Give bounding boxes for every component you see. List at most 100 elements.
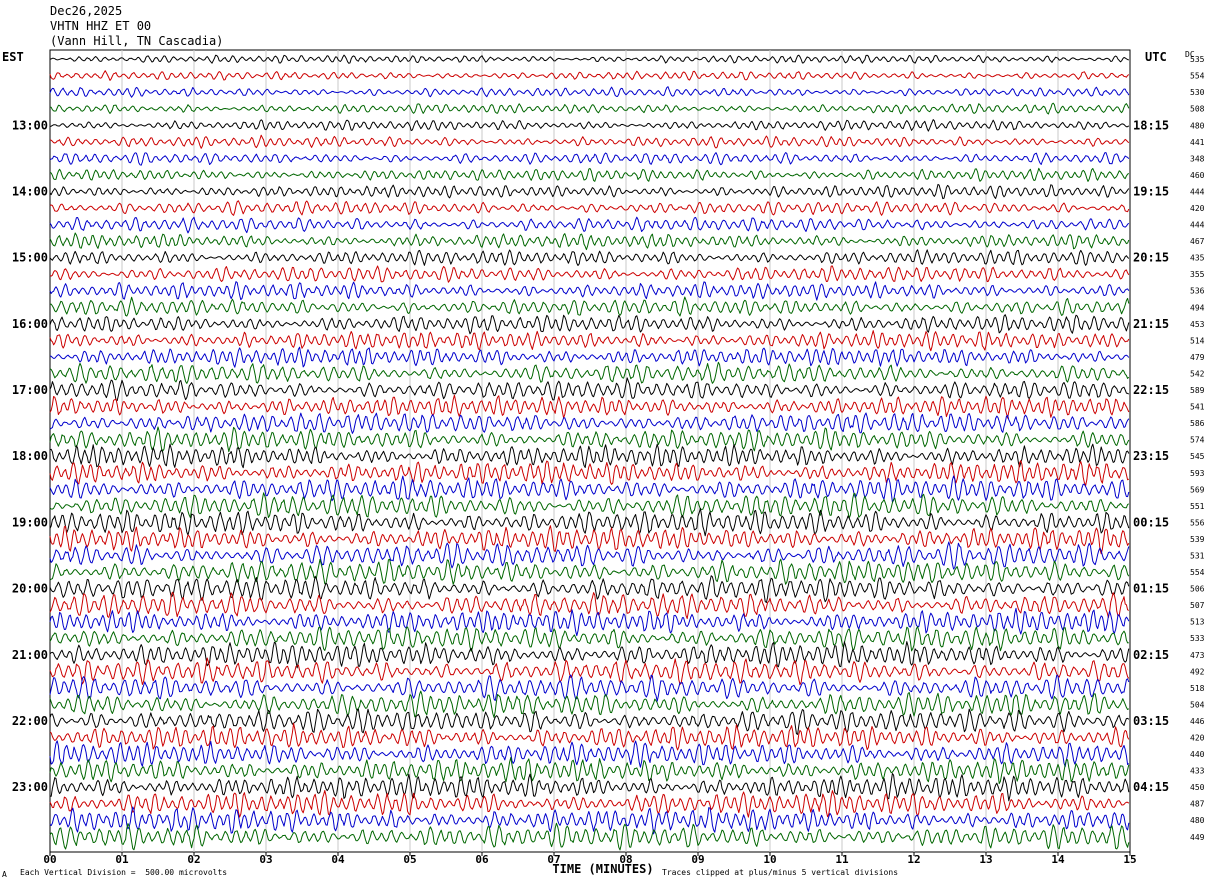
- dc-offset-label: 541: [1190, 403, 1205, 412]
- dc-offset-label: 435: [1190, 254, 1205, 263]
- trace-line: [49, 525, 1130, 555]
- dc-offset-label: 542: [1190, 369, 1205, 378]
- trace-line: [49, 216, 1130, 234]
- trace-line: [49, 806, 1130, 835]
- trace-line: [49, 281, 1130, 301]
- x-tick-label: 02: [187, 853, 200, 866]
- right-hour-label: 03:15: [1133, 714, 1169, 728]
- trace-line: [49, 426, 1130, 453]
- dc-offset-label: 348: [1190, 154, 1205, 163]
- left-hour-label: 16:00: [12, 317, 48, 331]
- dc-offset-label: 518: [1190, 684, 1205, 693]
- trace-line: [49, 346, 1130, 368]
- trace-line: [49, 249, 1130, 266]
- x-tick-label: 09: [691, 853, 704, 866]
- dc-offset-label: 593: [1190, 469, 1205, 478]
- right-hour-label: 22:15: [1133, 383, 1169, 397]
- dc-offset-label: 444: [1190, 221, 1205, 230]
- corner-mark: A: [2, 870, 7, 879]
- x-tick-label: 10: [763, 853, 776, 866]
- dc-offset-label: 513: [1190, 618, 1205, 627]
- trace-line: [49, 232, 1130, 251]
- dc-offset-label: 574: [1190, 436, 1205, 445]
- trace-line: [49, 102, 1130, 115]
- trace-line: [49, 722, 1130, 751]
- dc-offset-label: 545: [1190, 452, 1205, 461]
- trace-line: [49, 708, 1130, 735]
- dc-offset-label: 554: [1190, 568, 1205, 577]
- right-hour-label: 00:15: [1133, 515, 1169, 529]
- trace-line: [49, 412, 1130, 434]
- trace-line: [49, 674, 1130, 702]
- dc-offset-label: 589: [1190, 386, 1205, 395]
- dc-offset-label: 420: [1190, 204, 1205, 213]
- header-location: (Vann Hill, TN Cascadia): [50, 34, 224, 48]
- left-hour-label: 20:00: [12, 582, 48, 596]
- dc-offset-label: 440: [1190, 750, 1205, 759]
- trace-line: [49, 296, 1130, 317]
- x-tick-label: 01: [115, 853, 129, 866]
- dc-offset-label: 420: [1190, 733, 1205, 742]
- trace-line: [49, 626, 1129, 652]
- trace-line: [49, 591, 1130, 620]
- left-hour-label: 15:00: [12, 251, 48, 265]
- x-tick-label: 12: [907, 853, 920, 866]
- x-tick-label: 03: [259, 853, 272, 866]
- trace-line: [49, 119, 1130, 132]
- left-hour-label: 21:00: [12, 648, 48, 662]
- trace-line: [49, 70, 1130, 81]
- dc-offset-label: 433: [1190, 767, 1205, 776]
- dc-offset-label: 551: [1190, 502, 1205, 511]
- dc-offset-label: 586: [1190, 419, 1205, 428]
- dc-offset-label: 507: [1190, 601, 1205, 610]
- right-timezone: UTC: [1145, 50, 1167, 64]
- left-hour-label: 22:00: [12, 714, 48, 728]
- x-tick-label: 05: [403, 853, 416, 866]
- right-hour-label: 04:15: [1133, 780, 1169, 794]
- trace-line: [49, 822, 1130, 851]
- trace-line: [49, 361, 1130, 384]
- x-tick-label: 13: [979, 853, 992, 866]
- left-hour-label: 17:00: [12, 383, 48, 397]
- trace-line: [49, 314, 1130, 335]
- right-hour-label: 23:15: [1133, 449, 1169, 463]
- trace-line: [49, 394, 1130, 419]
- dc-offset-label: 554: [1190, 72, 1205, 81]
- trace-line: [49, 86, 1130, 98]
- x-tick-label: 00: [43, 853, 56, 866]
- x-tick-label: 04: [331, 853, 345, 866]
- dc-offset-label: 460: [1190, 171, 1205, 180]
- x-tick-label: 11: [835, 853, 849, 866]
- dc-offset-label: 446: [1190, 717, 1205, 726]
- dc-offset-label: 473: [1190, 651, 1205, 660]
- left-hour-label: 14:00: [12, 184, 48, 198]
- trace-line: [49, 740, 1130, 768]
- dc-offset-label: 453: [1190, 320, 1205, 329]
- dc-offset-label: 467: [1190, 237, 1205, 246]
- dc-offset-label: 531: [1190, 551, 1205, 560]
- trace-line: [49, 575, 1130, 603]
- dc-offset-label: 479: [1190, 353, 1205, 362]
- right-hour-label: 19:15: [1133, 184, 1169, 198]
- x-tick-label: 08: [619, 853, 632, 866]
- right-hour-label: 18:15: [1133, 118, 1169, 132]
- dc-label: DC: [1185, 50, 1195, 59]
- dc-offset-label: 514: [1190, 336, 1205, 345]
- left-timezone: EST: [2, 50, 24, 64]
- trace-line: [49, 167, 1130, 182]
- dc-offset-label: 536: [1190, 287, 1205, 296]
- dc-offset-label: 533: [1190, 634, 1205, 643]
- left-hour-label: 19:00: [12, 515, 48, 529]
- trace-line: [49, 460, 1130, 487]
- trace-line: [49, 492, 1130, 519]
- trace-line: [49, 757, 1130, 785]
- dc-offset-label: 494: [1190, 303, 1205, 312]
- x-tick-label: 07: [547, 853, 560, 866]
- dc-offset-label: 569: [1190, 485, 1205, 494]
- dc-offset-label: 480: [1190, 121, 1205, 130]
- trace-line: [49, 54, 1129, 64]
- dc-offset-label: 556: [1190, 518, 1205, 527]
- right-hour-label: 20:15: [1133, 251, 1169, 265]
- dc-offset-label: 530: [1190, 88, 1205, 97]
- dc-offset-label: 449: [1190, 833, 1205, 842]
